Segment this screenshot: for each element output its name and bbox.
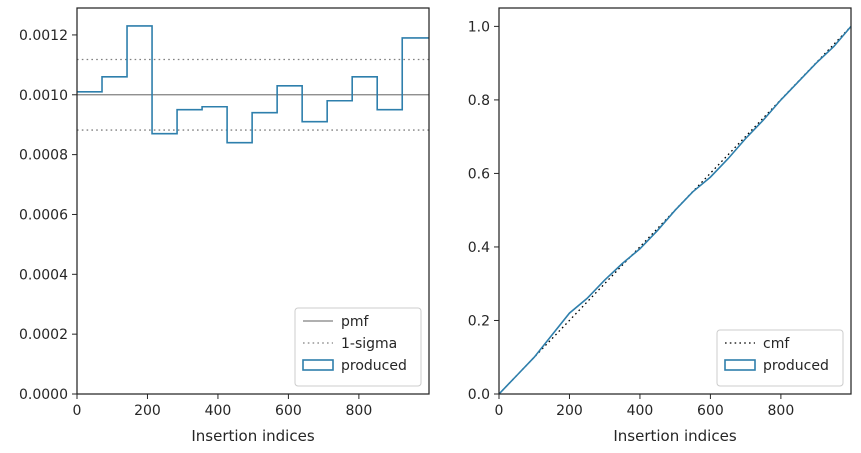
- x-axis-label: Insertion indices: [613, 427, 736, 445]
- legend-label: cmf: [763, 336, 790, 352]
- plot-area: [499, 25, 851, 394]
- y-tick-label: 0.2: [468, 313, 490, 329]
- y-tick-label: 0.0006: [19, 207, 68, 223]
- y-tick-label: 0.8: [468, 93, 490, 109]
- legend: cmf produced: [716, 329, 844, 387]
- legend-label: 1-sigma: [341, 336, 397, 352]
- x-axis-label: Insertion indices: [191, 427, 314, 445]
- plot-area: [77, 25, 429, 144]
- x-tick-label: 0: [73, 403, 82, 419]
- series-produced: [499, 25, 851, 394]
- y-tick-label: 0.0: [468, 387, 490, 403]
- legend-item-produced: produced: [724, 358, 829, 374]
- legend-swatch: [302, 359, 334, 371]
- legend-item-pmf: pmf: [303, 314, 370, 330]
- y-tick-label: 0.6: [468, 166, 490, 182]
- plot-frame: [76, 7, 430, 395]
- x-tick-label: 800: [768, 403, 795, 419]
- legend: pmf 1-sigma produced: [294, 307, 422, 387]
- chart-panel-1: 0 200 400 600 800 0.0000 0.0002 0.0004 0.0006 0.0…: [19, 7, 430, 445]
- legend-label: produced: [763, 358, 829, 374]
- y-tick-label: 0.0004: [19, 267, 68, 283]
- legend-item-1-sigma: 1-sigma: [303, 336, 397, 352]
- legend-item-produced: produced: [302, 358, 407, 374]
- legend-label: produced: [341, 358, 407, 374]
- y-tick-label: 0.0010: [19, 88, 68, 104]
- x-tick-label: 800: [346, 403, 373, 419]
- y-tick-label: 0.0000: [19, 387, 68, 403]
- y-tick-label: 0.0002: [19, 327, 68, 343]
- x-tick-label: 600: [697, 403, 724, 419]
- y-tick-label: 0.4: [468, 240, 490, 256]
- y-tick-label: 0.0012: [19, 28, 68, 44]
- x-tick-label: 400: [627, 403, 654, 419]
- x-tick-label: 600: [275, 403, 302, 419]
- series-produced: [77, 25, 429, 144]
- x-tick-label: 0: [495, 403, 504, 419]
- legend-swatch: [724, 359, 756, 371]
- y-tick-label: 1.0: [468, 19, 490, 35]
- x-tick-label: 400: [205, 403, 232, 419]
- legend-box: [716, 329, 844, 387]
- plot-frame: [498, 7, 852, 395]
- x-tick-label: 200: [556, 403, 583, 419]
- legend-item-cmf: cmf: [725, 336, 790, 352]
- x-tick-label: 200: [134, 403, 161, 419]
- y-tick-label: 0.0008: [19, 148, 68, 164]
- chart-panel-2: 0 200 400 600 800 0.0 0.2 0.4 0.6 0.8 1.0 Insertion…: [468, 7, 852, 445]
- legend-box: [294, 307, 422, 387]
- legend-label: pmf: [341, 314, 370, 330]
